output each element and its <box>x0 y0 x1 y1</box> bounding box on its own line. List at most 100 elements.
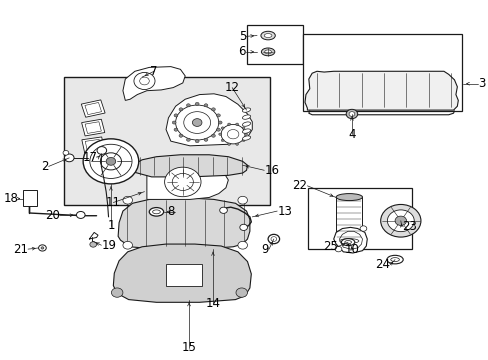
Circle shape <box>90 144 132 179</box>
Text: 8: 8 <box>167 205 174 218</box>
Circle shape <box>63 150 69 155</box>
Text: 20: 20 <box>45 209 60 222</box>
Circle shape <box>216 128 220 131</box>
Bar <box>166 264 202 285</box>
Text: 18: 18 <box>3 192 19 205</box>
Circle shape <box>227 143 230 145</box>
Text: 16: 16 <box>264 164 279 177</box>
Ellipse shape <box>335 239 362 246</box>
Circle shape <box>359 226 366 231</box>
Circle shape <box>183 112 210 134</box>
Circle shape <box>186 138 190 141</box>
Text: 15: 15 <box>181 341 196 354</box>
Ellipse shape <box>242 108 250 112</box>
Circle shape <box>122 241 132 249</box>
Circle shape <box>186 104 190 107</box>
Circle shape <box>211 108 215 111</box>
Polygon shape <box>113 244 251 302</box>
Circle shape <box>90 242 96 247</box>
Circle shape <box>172 121 176 124</box>
Polygon shape <box>85 122 101 134</box>
Text: 3: 3 <box>477 77 485 90</box>
Circle shape <box>239 224 247 230</box>
Circle shape <box>195 140 199 143</box>
Bar <box>307 188 411 249</box>
Bar <box>64 77 270 205</box>
Circle shape <box>172 174 193 190</box>
Text: 17: 17 <box>83 151 98 164</box>
Ellipse shape <box>270 237 276 241</box>
Circle shape <box>227 130 238 139</box>
Circle shape <box>83 139 139 184</box>
Circle shape <box>39 245 46 251</box>
Circle shape <box>106 157 116 165</box>
Circle shape <box>394 216 406 225</box>
Polygon shape <box>85 139 101 151</box>
Text: 9: 9 <box>261 243 268 256</box>
Text: 7: 7 <box>150 65 158 78</box>
Circle shape <box>174 128 178 131</box>
Ellipse shape <box>261 48 274 56</box>
Bar <box>23 190 37 206</box>
Circle shape <box>218 133 221 135</box>
Circle shape <box>236 288 247 297</box>
Circle shape <box>164 167 201 197</box>
Text: 5: 5 <box>238 30 245 43</box>
Circle shape <box>41 247 44 249</box>
Circle shape <box>238 196 247 204</box>
Circle shape <box>100 153 121 170</box>
Circle shape <box>195 102 199 105</box>
Circle shape <box>134 72 155 90</box>
Circle shape <box>386 210 413 231</box>
Text: 21: 21 <box>13 243 28 256</box>
Bar <box>335 197 362 243</box>
Polygon shape <box>339 231 362 249</box>
Circle shape <box>235 123 238 125</box>
Ellipse shape <box>261 31 275 40</box>
Circle shape <box>203 104 207 107</box>
Circle shape <box>211 134 215 137</box>
Circle shape <box>221 125 244 144</box>
Ellipse shape <box>267 234 279 244</box>
Circle shape <box>192 119 202 126</box>
Circle shape <box>64 154 74 162</box>
Text: 23: 23 <box>401 220 416 233</box>
Circle shape <box>221 127 224 129</box>
Polygon shape <box>131 155 247 177</box>
Circle shape <box>179 108 183 111</box>
Circle shape <box>242 139 244 141</box>
Circle shape <box>235 143 238 145</box>
Circle shape <box>380 204 420 237</box>
Bar <box>246 25 303 64</box>
Ellipse shape <box>242 115 250 119</box>
Text: 25: 25 <box>322 240 337 253</box>
Polygon shape <box>118 198 249 249</box>
Text: 1: 1 <box>107 219 115 232</box>
Circle shape <box>238 241 247 249</box>
Text: 24: 24 <box>374 258 389 271</box>
Ellipse shape <box>242 136 250 140</box>
Circle shape <box>216 114 220 117</box>
Circle shape <box>221 139 224 141</box>
Circle shape <box>227 123 230 125</box>
Polygon shape <box>166 94 252 146</box>
Ellipse shape <box>390 258 399 261</box>
Ellipse shape <box>149 208 163 216</box>
Circle shape <box>140 77 149 85</box>
Circle shape <box>76 211 85 219</box>
Polygon shape <box>81 137 104 153</box>
Ellipse shape <box>386 255 403 264</box>
Circle shape <box>346 109 357 119</box>
Bar <box>302 34 461 111</box>
Circle shape <box>244 133 247 135</box>
Circle shape <box>175 105 218 140</box>
Text: 4: 4 <box>347 128 355 141</box>
Ellipse shape <box>344 240 351 244</box>
Text: 6: 6 <box>238 45 245 58</box>
Text: 19: 19 <box>101 239 116 252</box>
Circle shape <box>111 288 122 297</box>
Text: 14: 14 <box>205 297 220 310</box>
Polygon shape <box>122 67 185 100</box>
Circle shape <box>242 127 244 129</box>
Text: 13: 13 <box>277 204 291 217</box>
